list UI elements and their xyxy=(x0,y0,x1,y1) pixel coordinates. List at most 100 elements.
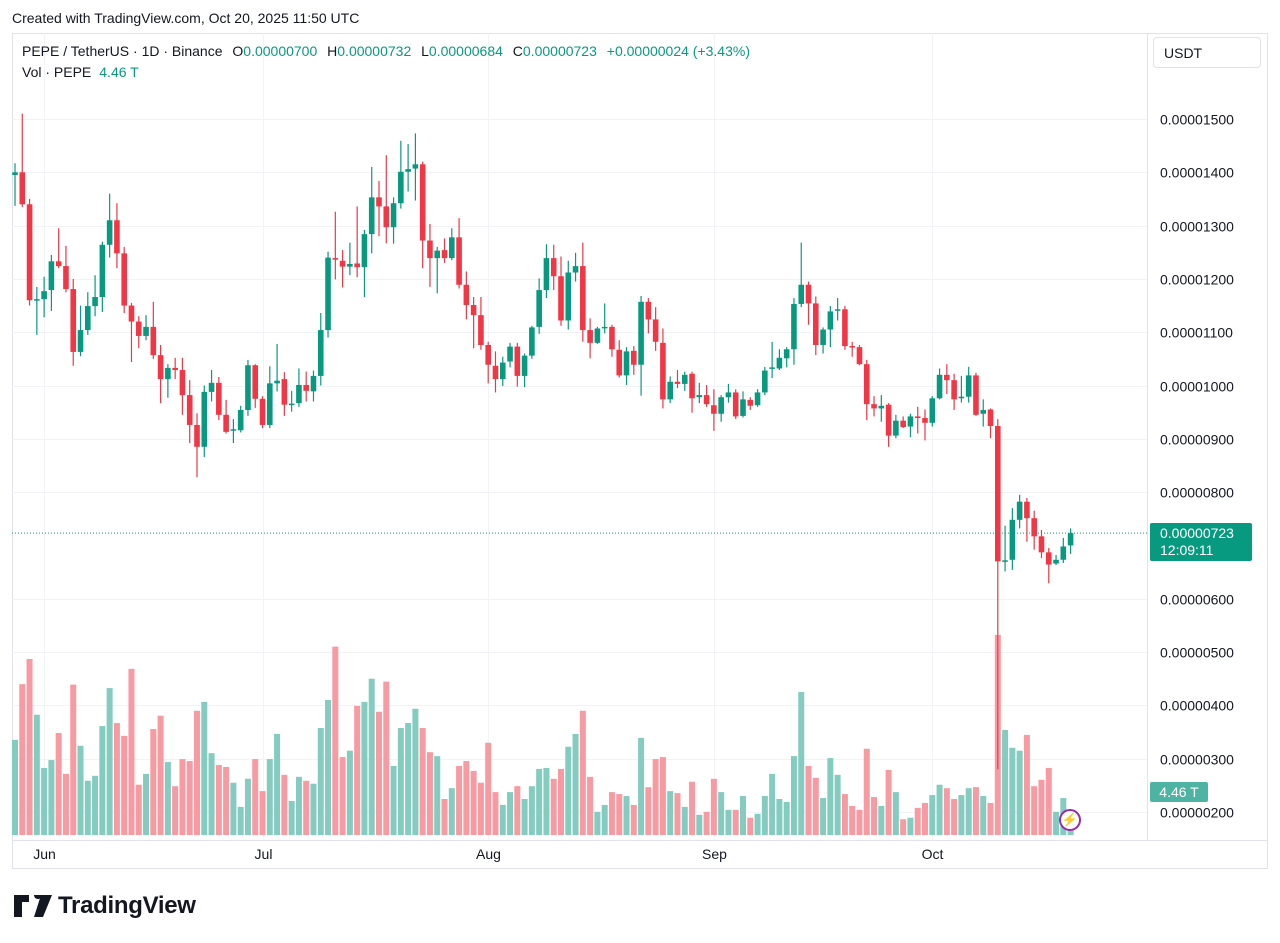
candle[interactable] xyxy=(689,371,695,413)
candle[interactable] xyxy=(274,343,280,392)
tradingview-logo[interactable]: TradingView xyxy=(14,892,196,920)
candle[interactable] xyxy=(405,144,411,192)
candle[interactable] xyxy=(77,305,84,357)
candle[interactable] xyxy=(492,351,499,393)
candle[interactable] xyxy=(543,244,550,299)
candle[interactable] xyxy=(478,297,484,350)
candle[interactable] xyxy=(914,406,921,434)
candle[interactable] xyxy=(34,286,40,335)
candle[interactable] xyxy=(965,366,972,403)
candle[interactable] xyxy=(208,370,215,402)
time-axis[interactable]: Jun Jul Aug Sep Oct xyxy=(33,846,943,862)
candle[interactable] xyxy=(871,396,877,417)
candle[interactable] xyxy=(1067,528,1074,554)
candle[interactable] xyxy=(463,271,470,320)
candle[interactable] xyxy=(63,245,69,293)
candle[interactable] xyxy=(631,346,637,375)
candle[interactable] xyxy=(558,256,564,326)
candle[interactable] xyxy=(536,278,542,334)
candle[interactable] xyxy=(660,328,666,409)
candle[interactable] xyxy=(550,244,557,291)
candle[interactable] xyxy=(485,341,491,384)
candle[interactable] xyxy=(856,344,863,366)
candle[interactable] xyxy=(259,396,266,429)
candle[interactable] xyxy=(681,371,688,391)
candle[interactable] xyxy=(900,416,906,429)
candle[interactable] xyxy=(922,409,928,441)
candle[interactable] xyxy=(1009,508,1016,570)
candle[interactable] xyxy=(587,318,593,359)
candle[interactable] xyxy=(521,353,528,388)
candle[interactable] xyxy=(245,359,251,416)
lightning-bolt-icon[interactable]: ⚡ xyxy=(1059,809,1081,831)
candle[interactable] xyxy=(106,193,113,258)
candle[interactable] xyxy=(165,364,171,398)
candle[interactable] xyxy=(616,340,623,378)
candle[interactable] xyxy=(718,395,724,422)
candle[interactable] xyxy=(456,218,462,289)
candle[interactable] xyxy=(987,408,994,439)
candle[interactable] xyxy=(114,203,120,269)
candle[interactable] xyxy=(237,405,244,433)
candle[interactable] xyxy=(995,419,1001,770)
price-axis[interactable]: 0.00001500 0.00001400 0.00001300 0.00001200… xyxy=(1160,112,1234,821)
candle[interactable] xyxy=(361,229,368,298)
candle[interactable] xyxy=(288,390,295,412)
volume-label[interactable]: Vol · PEPE xyxy=(22,64,92,80)
candle[interactable] xyxy=(157,344,164,404)
candle[interactable] xyxy=(667,376,673,404)
candle[interactable] xyxy=(1060,537,1067,563)
candle[interactable] xyxy=(849,341,855,357)
candle[interactable] xyxy=(1016,494,1023,529)
candle[interactable] xyxy=(529,325,535,359)
candle[interactable] xyxy=(791,298,797,365)
candle[interactable] xyxy=(944,364,950,395)
candle[interactable] xyxy=(135,316,142,349)
candle[interactable] xyxy=(41,276,47,318)
candle[interactable] xyxy=(703,384,710,407)
candle[interactable] xyxy=(834,298,841,321)
candle[interactable] xyxy=(434,246,441,294)
candle[interactable] xyxy=(303,371,309,402)
candle[interactable] xyxy=(55,228,62,269)
candle[interactable] xyxy=(740,391,746,418)
candle[interactable] xyxy=(1053,554,1059,566)
candle[interactable] xyxy=(572,252,579,282)
candle[interactable] xyxy=(638,295,644,396)
candle[interactable] xyxy=(70,278,77,366)
candle[interactable] xyxy=(48,254,55,311)
candle[interactable] xyxy=(383,155,390,244)
candle[interactable] xyxy=(1038,529,1045,559)
candle[interactable] xyxy=(863,359,870,421)
candle[interactable] xyxy=(820,327,826,354)
candle[interactable] xyxy=(973,372,979,416)
candle[interactable] xyxy=(623,347,630,385)
candle[interactable] xyxy=(769,341,775,379)
candle[interactable] xyxy=(128,302,135,363)
candle[interactable] xyxy=(412,133,419,201)
candle[interactable] xyxy=(609,324,615,357)
candle[interactable] xyxy=(332,211,339,280)
currency-selector[interactable]: USDT xyxy=(1153,37,1261,68)
candle[interactable] xyxy=(376,180,382,237)
candle[interactable] xyxy=(230,419,237,444)
candle[interactable] xyxy=(754,389,761,407)
candle[interactable] xyxy=(645,298,652,334)
candle[interactable] xyxy=(951,373,957,411)
candle[interactable] xyxy=(1024,497,1030,542)
candle[interactable] xyxy=(725,383,732,403)
candle[interactable] xyxy=(594,326,601,344)
candle[interactable] xyxy=(813,296,819,356)
candle[interactable] xyxy=(216,376,222,421)
candle[interactable] xyxy=(565,260,572,330)
candle[interactable] xyxy=(26,198,33,306)
candle[interactable] xyxy=(339,250,346,288)
candle[interactable] xyxy=(878,395,885,422)
candle[interactable] xyxy=(827,306,834,348)
candle[interactable] xyxy=(267,366,273,429)
candle[interactable] xyxy=(470,297,477,349)
candle[interactable] xyxy=(980,399,987,427)
candle[interactable] xyxy=(201,385,208,457)
candle[interactable] xyxy=(732,389,739,420)
candle[interactable] xyxy=(325,251,331,338)
